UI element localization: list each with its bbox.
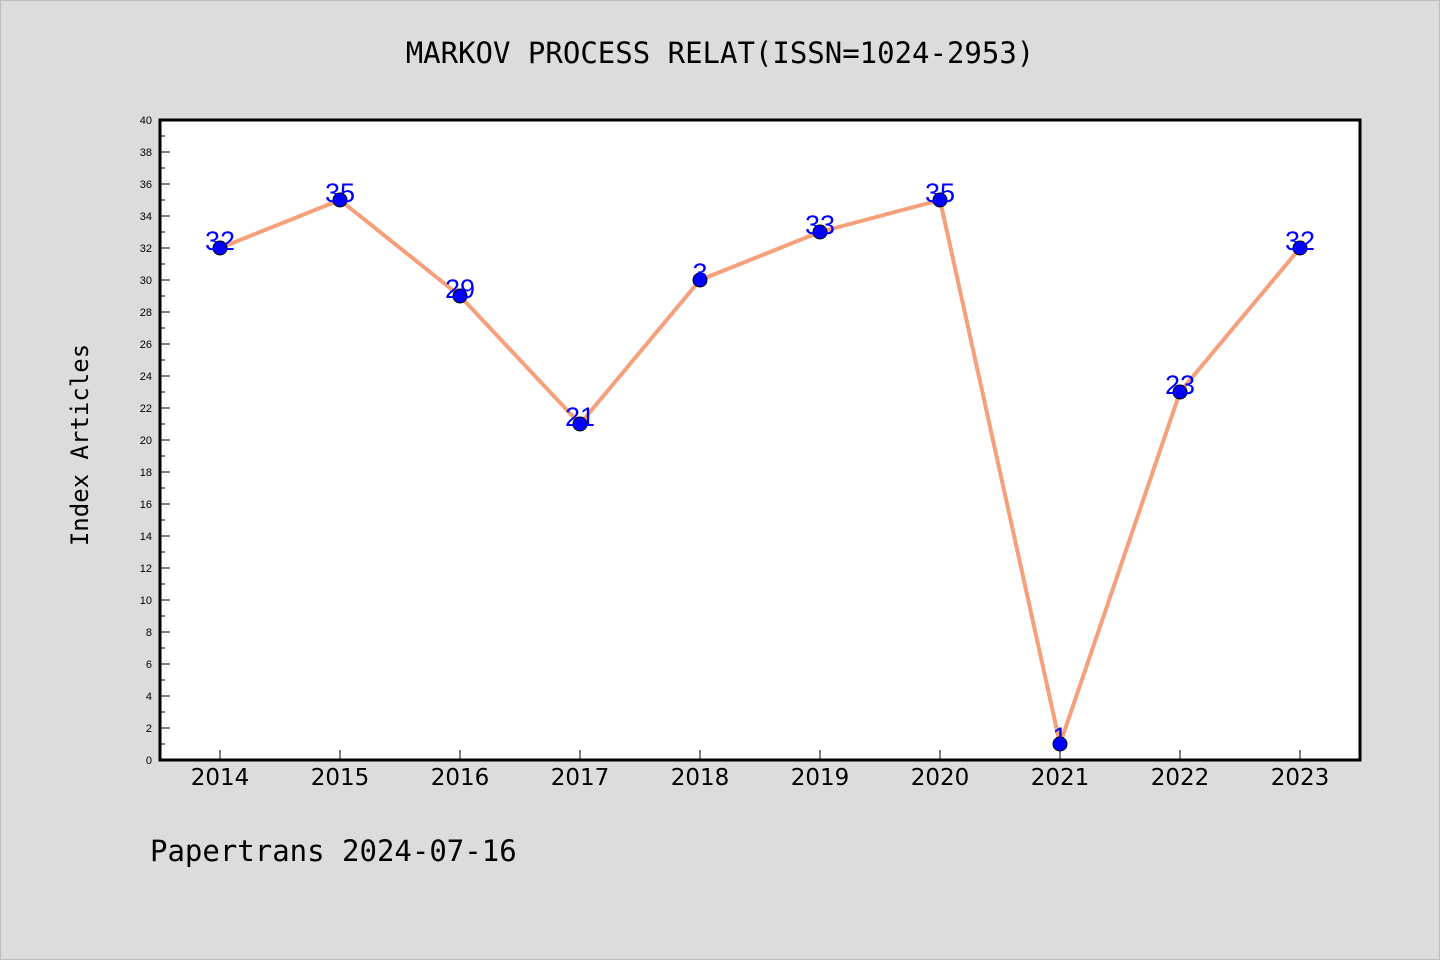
y-tick-label: 40 — [140, 115, 152, 127]
data-label: 21 — [565, 402, 595, 432]
data-label: 32 — [205, 226, 235, 256]
data-label: 1 — [1052, 722, 1067, 752]
x-tick-label: 2014 — [191, 765, 250, 791]
y-tick-label: 16 — [140, 499, 152, 511]
y-tick-label: 38 — [140, 147, 152, 159]
data-label: 23 — [1165, 370, 1195, 400]
plot-area — [158, 118, 1362, 762]
x-tick-label: 2022 — [1151, 765, 1210, 791]
data-point — [1172, 384, 1188, 400]
y-tick-label: 34 — [140, 211, 152, 223]
x-tick-label: 2019 — [791, 765, 850, 791]
data-point — [452, 288, 468, 304]
y-tick-label: 26 — [140, 339, 152, 351]
data-point — [332, 192, 348, 208]
data-point — [1292, 240, 1308, 256]
footer-credit: Papertrans 2024-07-16 — [150, 834, 517, 868]
x-tick-label: 2023 — [1271, 765, 1330, 791]
data-label: 35 — [325, 178, 355, 208]
x-tick-label: 2020 — [911, 765, 970, 791]
y-tick-label: 32 — [140, 243, 152, 255]
y-tick-label: 20 — [140, 435, 152, 447]
x-tick-label: 2021 — [1031, 765, 1090, 791]
x-tick-label: 2018 — [671, 765, 730, 791]
data-point — [572, 416, 588, 432]
data-point — [812, 224, 828, 240]
series-line — [219, 198, 1302, 746]
y-tick-label: 30 — [140, 275, 152, 287]
chart-title: MARKOV PROCESS RELAT(ISSN=1024-2953) — [405, 36, 1035, 70]
y-tick-label: 18 — [140, 467, 152, 479]
data-point — [932, 192, 948, 208]
data-label: 33 — [805, 210, 835, 240]
y-tick-label: 24 — [140, 371, 152, 383]
data-label: 3 — [692, 258, 707, 288]
data-point — [692, 272, 708, 288]
x-tick-label: 2015 — [311, 765, 370, 791]
data-point — [212, 240, 228, 256]
y-tick-label: 6 — [146, 659, 152, 671]
y-tick-label: 28 — [140, 307, 152, 319]
y-tick-label: 12 — [140, 563, 152, 575]
x-tick-label: 2016 — [431, 765, 490, 791]
y-tick-label: 4 — [146, 691, 152, 703]
y-tick-label: 10 — [140, 595, 152, 607]
x-axis: 2014 2015 2016 2017 2018 2019 2020 2021 2022 2023 — [191, 750, 1330, 791]
x-tick-label: 2017 — [551, 765, 610, 791]
y-tick-label: 36 — [140, 179, 152, 191]
data-point — [1052, 736, 1068, 752]
y-tick-label: 2 — [146, 723, 152, 735]
data-label: 35 — [925, 178, 955, 208]
y-tick-label: 8 — [146, 627, 152, 639]
data-label: 32 — [1285, 226, 1315, 256]
y-tick-label: 0 — [146, 755, 152, 767]
y-tick-label: 14 — [140, 531, 152, 543]
data-label: 29 — [445, 274, 475, 304]
y-tick-label: 22 — [140, 403, 152, 415]
